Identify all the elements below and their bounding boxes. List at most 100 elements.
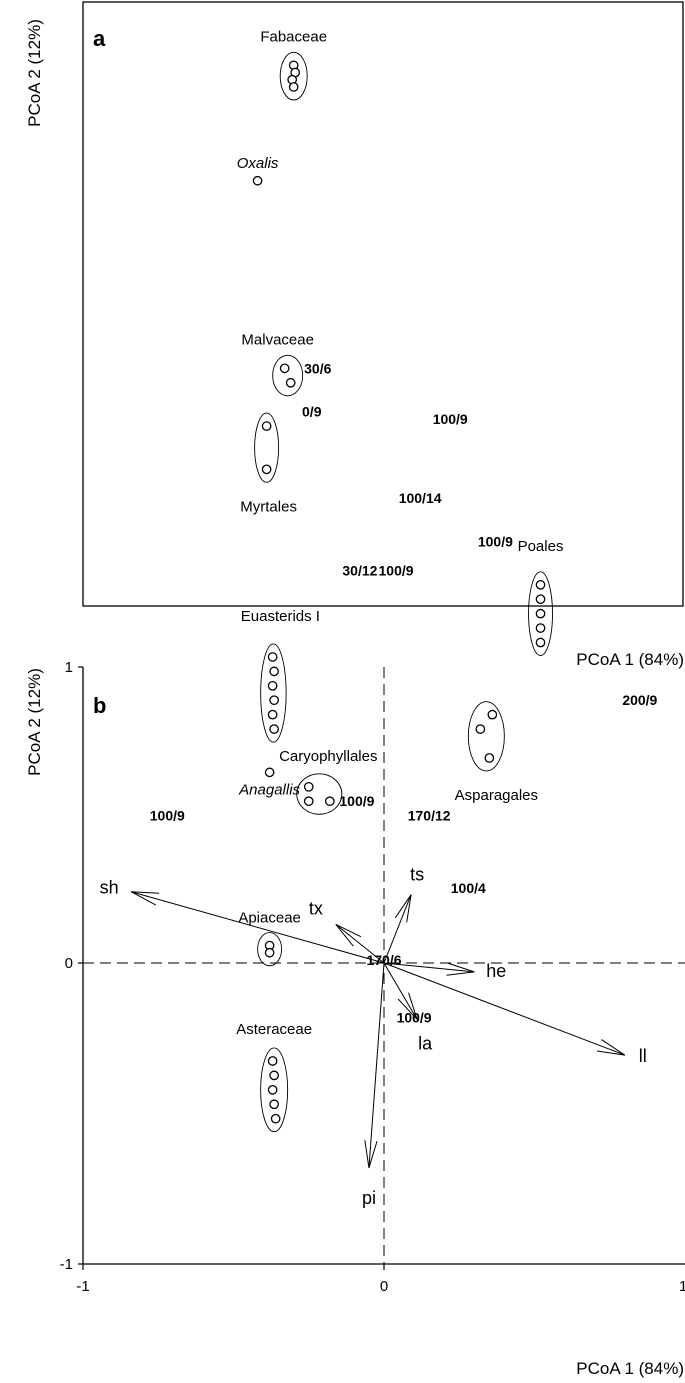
panel-a-letter: a [93,26,106,51]
data-point [267,1084,278,1095]
group-label: Asparagales [455,787,538,804]
data-point [264,947,275,958]
data-point [261,421,272,431]
annotation-label: 100/9 [397,1010,432,1026]
data-point [261,464,272,475]
data-point [252,175,263,186]
group-label: Apiaceae [238,910,301,927]
data-point [285,377,296,388]
data-point [535,579,546,590]
xtick-label-mid: 0 [380,1278,388,1295]
group-label: Euasterids I [241,608,320,625]
data-point [269,1099,279,1110]
data-point [484,753,495,763]
data-point [270,1113,281,1124]
group-label: Anagallis [238,781,300,798]
annotation-label: 100/9 [339,793,374,809]
vector-arrowhead [394,894,412,923]
annotation-label: 100/9 [478,534,513,550]
data-point [269,695,279,706]
vector-arrowhead [364,1140,378,1169]
data-point [267,709,278,720]
panel-a-frame [82,1,684,607]
group-label: Myrtales [240,498,297,515]
data-point [267,1056,278,1066]
group-ellipses [254,51,553,1133]
vector-arrowhead [130,891,160,906]
data-point [535,623,546,633]
data-point [487,709,498,720]
data-point [267,652,278,662]
annotation-label: 100/9 [379,562,414,578]
panel-a-xlabel: PCoA 1 (84%) [576,650,684,669]
data-point [267,680,278,691]
data-point [288,82,299,92]
group-ellipse [279,51,308,101]
group-ellipse [260,643,287,743]
group-ellipse [254,412,280,483]
vector-arrowhead [446,962,475,976]
vector-label: ll [639,1046,647,1066]
vector-arrowhead [335,923,362,947]
data-point [269,1070,279,1081]
group-ellipse [467,701,505,772]
annotation-label: 100/9 [433,411,468,427]
data-point [303,796,314,807]
group-labels: Fabaceae Oxalis Malvaceae Myrtales Euasterid… [236,28,563,1038]
vector-label: ts [410,865,424,885]
panel-b-xlabel: PCoA 1 (84%) [576,1359,684,1378]
group-ellipse [260,1047,289,1133]
panel-b: 1 0 -1 -1 0 1 b PCoA 2 (12%) PCoA 1 (84%… [25,659,685,1378]
group-label: Fabaceae [260,28,327,45]
group-label: Oxalis [237,155,279,172]
data-point [269,724,279,734]
vector-ll [383,962,625,1056]
annotation-label: 170/12 [408,808,451,824]
xtick-label-right: 1 [679,1278,685,1295]
panel-b-ylabel: PCoA 2 (12%) [25,668,44,776]
data-point [535,608,546,619]
annotation-label: 30/6 [304,360,331,376]
vector-label: pi [362,1188,376,1208]
group-label: Poales [518,538,564,555]
vector-label: he [486,961,506,981]
vector-label: la [418,1033,433,1053]
xtick-label-left: -1 [76,1278,89,1295]
vector-arrowhead [597,1039,626,1056]
vector-label: sh [100,878,119,898]
annotation-label: 30/12 [342,562,377,578]
data-points [252,60,546,1124]
group-label: Asteraceae [236,1021,312,1038]
group-label: Caryophyllales [279,748,377,765]
group-ellipse [272,354,304,397]
vector-la [383,962,418,1020]
group-label: Malvaceae [241,331,314,348]
vector-sh [131,891,385,964]
ytick-label-mid: 0 [65,955,73,972]
panel-a-ylabel: PCoA 2 (12%) [25,19,44,127]
annotation-label: 0/9 [302,404,322,420]
annotation-label: 100/9 [150,808,185,824]
panel-b-letter: b [93,693,106,718]
data-point [269,666,279,677]
ytick-label-top: 1 [65,659,73,676]
ytick-label-bottom: -1 [60,1256,73,1273]
data-point [264,767,275,778]
vector-label: tx [309,898,323,918]
group-ellipse [257,932,283,967]
vector-tx [335,923,385,964]
data-point [279,363,290,374]
data-point [535,594,546,605]
annotation-label: 100/14 [399,490,442,506]
vector-pi [368,962,385,1168]
data-point [303,781,314,792]
vector-he [383,962,475,973]
vector-ts [383,894,412,964]
data-point [475,724,486,734]
vector-arrowhead [397,992,418,1020]
loading-vectors: sh tx ts he ll la pi [100,865,647,1208]
data-point [324,796,335,807]
panel-a: a PCoA 2 (12%) PCoA 1 (84%) Fabaceae Oxal… [25,1,684,1133]
